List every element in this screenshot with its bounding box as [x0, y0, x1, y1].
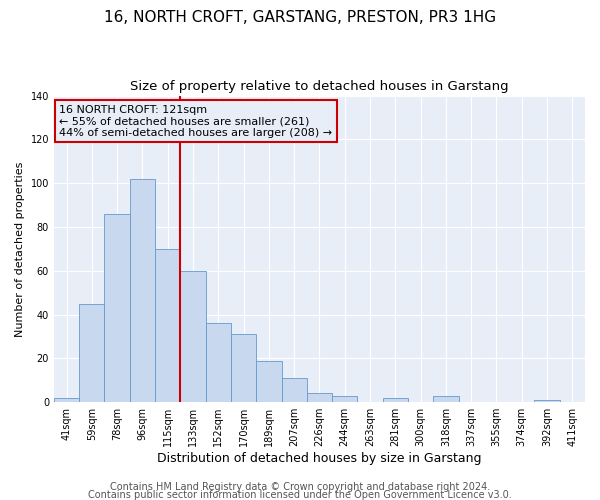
Bar	[433, 396, 458, 402]
Bar	[206, 324, 231, 402]
Bar	[104, 214, 130, 402]
Bar	[54, 398, 79, 402]
Bar	[332, 396, 358, 402]
Bar	[79, 304, 104, 402]
Title: Size of property relative to detached houses in Garstang: Size of property relative to detached ho…	[130, 80, 509, 93]
Text: 16, NORTH CROFT, GARSTANG, PRESTON, PR3 1HG: 16, NORTH CROFT, GARSTANG, PRESTON, PR3 …	[104, 10, 496, 25]
Bar	[535, 400, 560, 402]
Bar	[256, 360, 281, 402]
Bar	[307, 394, 332, 402]
Bar	[383, 398, 408, 402]
X-axis label: Distribution of detached houses by size in Garstang: Distribution of detached houses by size …	[157, 452, 482, 465]
Bar	[155, 249, 181, 402]
Bar	[281, 378, 307, 402]
Bar	[130, 179, 155, 402]
Bar	[181, 271, 206, 402]
Y-axis label: Number of detached properties: Number of detached properties	[15, 161, 25, 336]
Text: Contains public sector information licensed under the Open Government Licence v3: Contains public sector information licen…	[88, 490, 512, 500]
Bar	[231, 334, 256, 402]
Text: Contains HM Land Registry data © Crown copyright and database right 2024.: Contains HM Land Registry data © Crown c…	[110, 482, 490, 492]
Text: 16 NORTH CROFT: 121sqm
← 55% of detached houses are smaller (261)
44% of semi-de: 16 NORTH CROFT: 121sqm ← 55% of detached…	[59, 105, 332, 138]
